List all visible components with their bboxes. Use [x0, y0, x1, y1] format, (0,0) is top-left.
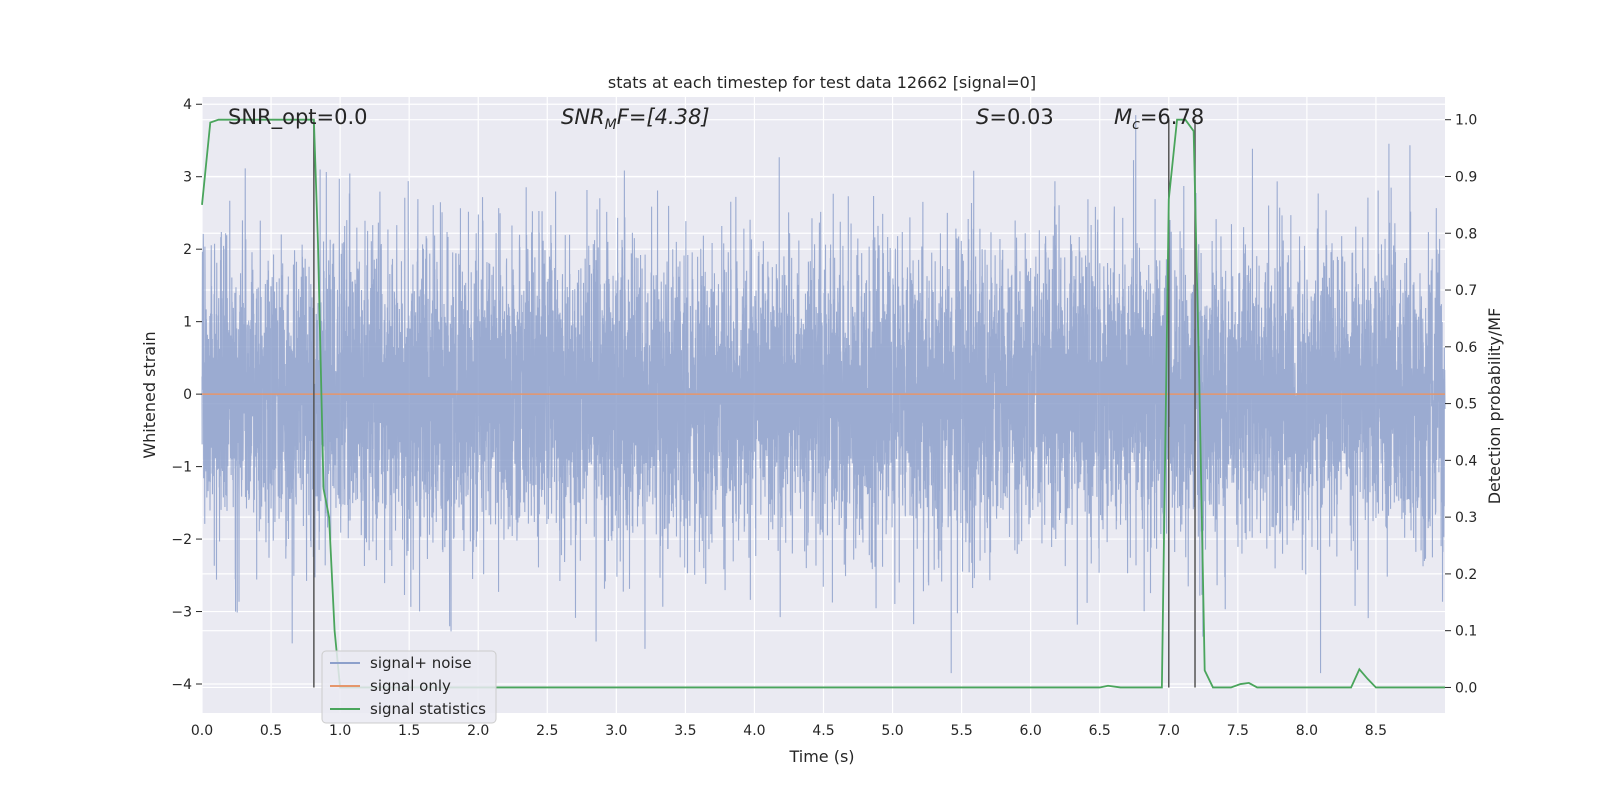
x-tick-label: 4.5: [812, 723, 834, 739]
y-tick-label: 1: [183, 315, 192, 331]
y-tick-label: −2: [171, 532, 192, 548]
y-tick-label: 4: [183, 97, 192, 113]
y2-tick-label: 0.2: [1455, 567, 1477, 583]
y2-tick-label: 0.9: [1455, 169, 1477, 185]
annotation-snr-opt: SNR_opt=0.0: [228, 105, 368, 130]
x-axis-label: Time (s): [788, 747, 854, 766]
y2-tick-label: 0.6: [1455, 340, 1477, 356]
series-signal-statistics: [201, 118, 1445, 689]
x-tick-label: 0.0: [191, 723, 213, 739]
legend-entry-signal-statistics: signal statistics: [370, 700, 486, 718]
chart-title: stats at each timestep for test data 126…: [608, 73, 1036, 92]
x-tick-label: 3.5: [674, 723, 696, 739]
y2-tick-label: 0.1: [1455, 624, 1477, 640]
y2-tick-label: 0.3: [1455, 510, 1477, 526]
y-tick-label: −3: [171, 605, 192, 621]
x-tick-label: 4.0: [743, 723, 765, 739]
y2-tick-label: 0.5: [1455, 397, 1477, 413]
x-tick-label: 8.0: [1296, 723, 1318, 739]
signal-noise-line: [201, 115, 1446, 674]
x-tick-label: 7.0: [1158, 723, 1180, 739]
y2-tick-label: 1.0: [1455, 113, 1477, 129]
x-tick-label: 2.0: [467, 723, 489, 739]
annotation-mc: Mc=6.78: [1114, 105, 1204, 133]
legend: signal+ noise signal only signal statist…: [321, 650, 497, 724]
x-tick-label: 7.5: [1227, 723, 1249, 739]
x-tick-label: 5.0: [881, 723, 903, 739]
x-tick-label: 1.0: [329, 723, 351, 739]
y-tick-label: 0: [183, 387, 192, 403]
y-tick-label: 3: [183, 170, 192, 186]
y2-tick-labels: 1.0 0.9 0.8 0.7 0.6 0.5 0.4 0.3 0.2 0.1 0.0: [1445, 113, 1477, 696]
y-tick-labels: 4 3 2 1 0 −1 −2 −3 −4: [171, 97, 202, 693]
annotation-snr-mf: SNRMF=[4.38]: [561, 105, 710, 133]
x-tick-labels: 0.0 0.5 1.0 1.5 2.0 2.5 3.0 3.5 4.0 4.5 5.0 5.5 6.0 6…: [191, 723, 1387, 739]
x-tick-label: 2.5: [536, 723, 558, 739]
y2-tick-label: 0.7: [1455, 283, 1477, 299]
x-tick-label: 6.5: [1089, 723, 1111, 739]
series-signal-noise: [201, 115, 1446, 674]
x-tick-label: 1.5: [398, 723, 420, 739]
y-axis-label: Whitened strain: [140, 331, 159, 458]
x-tick-label: 5.5: [950, 723, 972, 739]
legend-entry-signal-noise: signal+ noise: [370, 654, 472, 672]
y-tick-label: −4: [171, 677, 192, 693]
annotation-s: S=0.03: [976, 105, 1054, 129]
y-tick-label: 2: [183, 242, 192, 258]
x-tick-label: 3.0: [605, 723, 627, 739]
x-tick-label: 0.5: [260, 723, 282, 739]
x-tick-label: 8.5: [1365, 723, 1387, 739]
signal-statistics-line: [201, 118, 1445, 689]
legend-entry-signal-only: signal only: [370, 677, 451, 695]
y-tick-label: −1: [171, 460, 192, 476]
y2-tick-label: 0.0: [1455, 680, 1477, 696]
y2-axis-label: Detection probability/MF: [1485, 308, 1504, 505]
x-tick-label: 6.0: [1020, 723, 1042, 739]
y2-tick-label: 0.4: [1455, 453, 1477, 469]
y2-tick-label: 0.8: [1455, 226, 1477, 242]
